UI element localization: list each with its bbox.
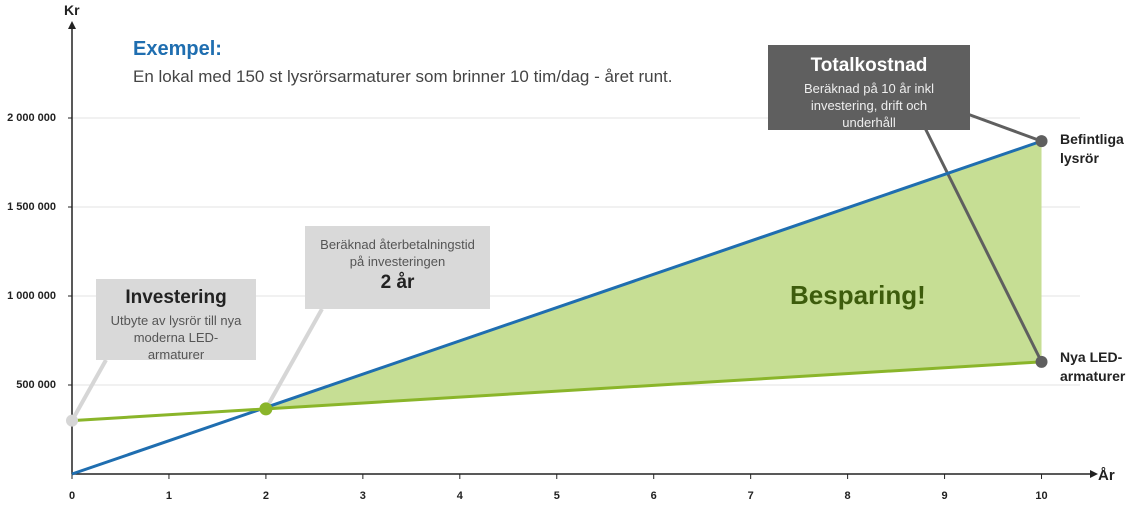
x-tick-label: 4 <box>457 490 464 502</box>
savings-label: Besparing! <box>790 280 926 310</box>
legend-label: Nya LED-armaturer <box>1060 349 1126 384</box>
connector <box>923 127 1043 363</box>
x-tick-label: 3 <box>360 490 366 502</box>
chart-title: Exempel: <box>133 38 222 60</box>
x-tick-label: 2 <box>263 490 269 502</box>
total-title: Totalkostnad <box>810 55 928 76</box>
end-point <box>1035 135 1048 148</box>
investment-text: Utbyte av lysrör till nya moderna LED-ar… <box>110 313 242 362</box>
payback-point <box>259 402 273 416</box>
x-tick-label: 5 <box>554 490 560 502</box>
x-tick-label: 7 <box>748 490 754 502</box>
end-point <box>1035 355 1048 368</box>
payback-text: Beräknad återbetalningstid på investerin… <box>320 237 475 269</box>
x-tick-label: 0 <box>69 490 75 502</box>
y-tick-label: 2 000 000 <box>7 112 56 124</box>
investment-box: Investering Utbyte av lysrör till nya mo… <box>96 279 256 362</box>
series-line <box>71 360 1042 423</box>
total-box: Totalkostnad Beräknad på 10 år inkl inve… <box>768 45 970 130</box>
total-text: Beräknad på 10 år inkl investering, drif… <box>803 81 935 130</box>
payback-label: 2 år <box>380 272 415 293</box>
payback-box: Beräknad återbetalningstid på investerin… <box>305 226 490 309</box>
connector <box>264 308 324 410</box>
x-axis-label: År <box>1098 467 1115 484</box>
y-axis-label: Kr <box>64 2 80 18</box>
x-tick-label: 8 <box>845 490 851 502</box>
legend-label: Befintliga lysrör <box>1060 131 1124 166</box>
y-tick-label: 500 000 <box>16 379 56 391</box>
investment-title: Investering <box>125 287 227 308</box>
x-axis-arrow <box>1090 470 1098 478</box>
y-tick-label: 1 500 000 <box>7 201 56 213</box>
y-axis-arrow <box>68 21 76 29</box>
y-tick-label: 1 000 000 <box>7 290 56 302</box>
x-tick-label: 1 <box>166 490 172 502</box>
x-tick-label: 10 <box>1035 490 1047 502</box>
chart-subtitle: En lokal med 150 st lysrörsarmaturer som… <box>133 67 673 86</box>
series-line <box>71 139 1043 476</box>
x-tick-label: 6 <box>651 490 657 502</box>
x-tick-label: 9 <box>942 490 948 502</box>
connector <box>70 359 108 422</box>
investment-point <box>66 414 78 427</box>
connector <box>961 110 1043 143</box>
